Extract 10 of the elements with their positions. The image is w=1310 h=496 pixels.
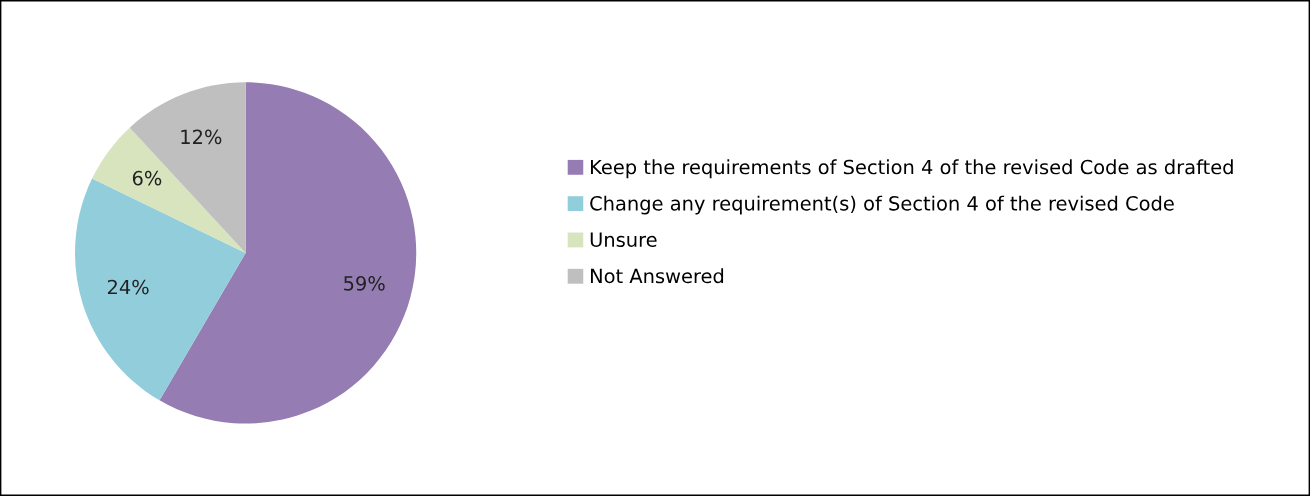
legend-label: Change any requirement(s) of Section 4 of the revised Code <box>590 195 1174 215</box>
data-label: 6% <box>132 170 162 186</box>
legend-label: Unsure <box>590 232 657 247</box>
pie-slice <box>129 82 246 253</box>
data-label: 24% <box>107 279 149 295</box>
data-label: 12% <box>181 129 222 145</box>
data-label: 59% <box>344 276 385 291</box>
legend-label: Keep the requirements of Section 4 of the revised Code as drafted <box>591 159 1233 179</box>
legend-label: Not Answered <box>591 268 724 284</box>
pie-slice <box>92 127 246 253</box>
